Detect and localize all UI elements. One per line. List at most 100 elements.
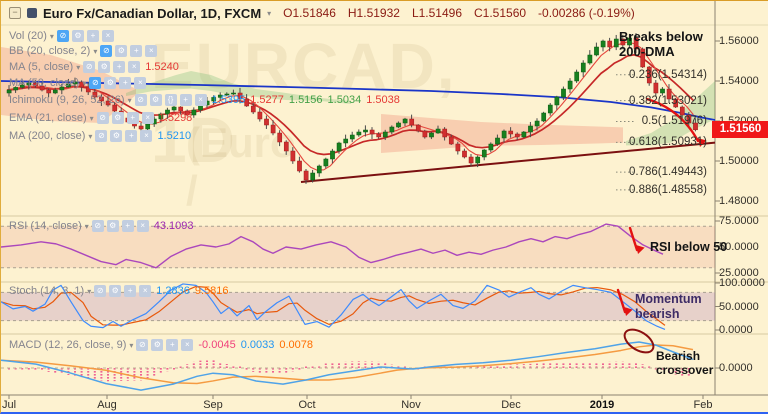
crossover-ellipse xyxy=(623,328,655,354)
gear-icon[interactable]: ⚙ xyxy=(111,112,124,124)
gear-icon[interactable]: ⚙ xyxy=(104,77,117,89)
braces-icon[interactable]: {} xyxy=(164,94,177,106)
gear-icon[interactable]: ⚙ xyxy=(109,285,122,297)
indicator-row-rsi[interactable]: RSI (14, close) ▾ ⊘ ⚙ + × 43.1093 xyxy=(9,220,194,232)
stoch-axis-label: 0.0000 xyxy=(719,324,753,336)
indicator-label[interactable]: MACD (12, 26, close, 9) xyxy=(9,339,127,351)
fib-level-label: 0.382(1.53021) xyxy=(628,94,707,107)
eye-icon[interactable]: ⊘ xyxy=(56,30,69,42)
chevron-down-icon[interactable]: ▾ xyxy=(127,95,132,105)
indicator-label[interactable]: MA (5, close) xyxy=(9,61,74,73)
plus-icon[interactable]: + xyxy=(130,45,143,57)
plus-icon[interactable]: + xyxy=(113,61,126,73)
indicator-label[interactable]: EMA (21, close) xyxy=(9,112,87,124)
indicator-value: 1.5210 xyxy=(157,130,192,142)
chevron-down-icon[interactable]: ▾ xyxy=(82,78,87,88)
eye-icon[interactable]: ⊘ xyxy=(83,61,96,73)
indicator-label[interactable]: Stoch (14, 3, 1) xyxy=(9,285,85,297)
plus-icon[interactable]: + xyxy=(119,77,132,89)
gear-icon[interactable]: ⚙ xyxy=(106,220,119,232)
price-axis-label: 1.54000 xyxy=(719,75,759,87)
chevron-down-icon[interactable]: ▾ xyxy=(129,340,134,350)
indicator-row-ichimoku[interactable]: Ichimoku (9, 26, 52, 26) ▾ ⊘ ⚙{} + × 1.5395 1.5… xyxy=(9,94,400,106)
indicator-value: 1.5240 xyxy=(145,61,179,73)
annotation-momentum-bearish: Momentum bearish xyxy=(635,292,702,322)
chevron-down-icon[interactable]: ▾ xyxy=(76,62,81,72)
indicator-row-bb[interactable]: BB (20, close, 2) ▾ ⊘ ⚙ + × xyxy=(9,45,158,57)
chevron-down-icon[interactable]: ▾ xyxy=(87,286,92,296)
indicator-value: 43.1093 xyxy=(153,220,194,232)
gear-icon[interactable]: ⚙ xyxy=(98,61,111,73)
indicator-row-ma200[interactable]: MA (200, close) ▾ ⊘ ⚙ + × 1.5210 xyxy=(9,130,191,142)
close-icon[interactable]: × xyxy=(145,45,158,57)
gear-icon[interactable]: ⚙ xyxy=(149,94,162,106)
eye-icon[interactable]: ⊘ xyxy=(134,94,147,106)
plus-icon[interactable]: + xyxy=(126,112,139,124)
indicator-value: 1.5038 xyxy=(366,94,400,106)
eye-icon[interactable]: ⊘ xyxy=(94,285,107,297)
eye-icon[interactable]: ⊘ xyxy=(100,45,113,57)
rsi-axis-label: 50.0000 xyxy=(719,241,759,253)
gear-icon[interactable]: ⚙ xyxy=(115,45,128,57)
plus-icon[interactable]: + xyxy=(86,30,99,42)
time-axis-label: 2019 xyxy=(589,399,615,411)
gear-icon[interactable]: ⚙ xyxy=(71,30,84,42)
fib-level-label: 0.786(1.49443) xyxy=(628,166,707,179)
chevron-down-icon[interactable]: ▾ xyxy=(49,31,54,41)
symbol-title[interactable]: Euro Fx/Canadian Dollar, 1D, FXCM xyxy=(43,5,262,21)
close-icon[interactable]: × xyxy=(134,77,147,89)
rsi-axis-label: 75.0000 xyxy=(719,215,759,227)
plus-icon[interactable]: + xyxy=(121,220,134,232)
indicator-label[interactable]: MA (50, close) xyxy=(9,77,80,89)
plus-icon[interactable]: + xyxy=(179,94,192,106)
annotation-rsi-below-50: RSI below 50 xyxy=(650,240,727,255)
chevron-down-icon[interactable]: ▾ xyxy=(84,221,89,231)
indicator-value: 1.5395 xyxy=(211,94,246,106)
eye-icon[interactable]: ⊘ xyxy=(136,339,149,351)
annotation-text: Breaks below xyxy=(619,29,703,44)
close-icon[interactable]: × xyxy=(194,94,207,106)
indicator-row-macd[interactable]: MACD (12, 26, close, 9) ▾ ⊘ ⚙ + × -0.0045 0.003… xyxy=(9,339,313,351)
indicator-label[interactable]: Ichimoku (9, 26, 52, 26) xyxy=(9,94,125,106)
plus-icon[interactable]: + xyxy=(125,130,138,142)
chevron-down-icon[interactable]: ▾ xyxy=(93,46,98,56)
rsi-axis-label: 25.0000 xyxy=(719,267,759,279)
annotation-text: Bearish xyxy=(656,349,701,363)
price-axis-label: 1.50000 xyxy=(719,155,759,167)
indicator-value: 1.5277 xyxy=(250,94,284,106)
indicator-row-stoch[interactable]: Stoch (14, 3, 1) ▾ ⊘ ⚙ + × 1.2836 9.5816 xyxy=(9,285,229,297)
indicator-label[interactable]: BB (20, close, 2) xyxy=(9,45,91,57)
eye-icon[interactable]: ⊘ xyxy=(91,220,104,232)
eye-icon[interactable]: ⊘ xyxy=(95,130,108,142)
chevron-down-icon[interactable]: ▾ xyxy=(89,113,94,123)
fib-level-label: 0.5(1.51976) xyxy=(641,115,707,128)
close-icon[interactable]: × xyxy=(140,130,153,142)
chart-type-icon[interactable] xyxy=(27,8,37,18)
chevron-down-icon[interactable]: ▾ xyxy=(88,131,93,141)
indicator-row-ema21[interactable]: EMA (21, close) ▾ ⊘ ⚙ + × 1.5298 xyxy=(9,112,192,124)
eye-icon[interactable]: ⊘ xyxy=(96,112,109,124)
close-icon[interactable]: × xyxy=(139,285,152,297)
indicator-label[interactable]: MA (200, close) xyxy=(9,130,86,142)
indicator-label[interactable]: RSI (14, close) xyxy=(9,220,82,232)
close-icon[interactable]: × xyxy=(136,220,149,232)
indicator-row-ma50[interactable]: MA (50, close) ▾ ⊘ ⚙ + × xyxy=(9,77,147,89)
close-icon[interactable]: × xyxy=(181,339,194,351)
indicator-row-vol[interactable]: Vol (20) ▾ ⊘ ⚙ + × xyxy=(9,30,114,42)
eye-icon[interactable]: ⊘ xyxy=(89,77,102,89)
indicator-row-ma5[interactable]: MA (5, close) ▾ ⊘ ⚙ + × 1.5240 xyxy=(9,61,179,73)
indicator-label[interactable]: Vol (20) xyxy=(9,30,47,42)
chevron-down-icon[interactable]: ▾ xyxy=(267,8,272,18)
annotation-breaks-below-200dma: Breaks below 200-DMA xyxy=(619,29,703,60)
close-icon[interactable]: × xyxy=(101,30,114,42)
annotation-text: 200-DMA xyxy=(619,44,675,60)
close-icon[interactable]: × xyxy=(141,112,154,124)
close-icon[interactable]: × xyxy=(128,61,141,73)
collapse-icon[interactable]: − xyxy=(9,7,21,19)
gear-icon[interactable]: ⚙ xyxy=(110,130,123,142)
plus-icon[interactable]: + xyxy=(166,339,179,351)
annotation-text: Momentum xyxy=(635,292,702,306)
gear-icon[interactable]: ⚙ xyxy=(151,339,164,351)
plus-icon[interactable]: + xyxy=(124,285,137,297)
